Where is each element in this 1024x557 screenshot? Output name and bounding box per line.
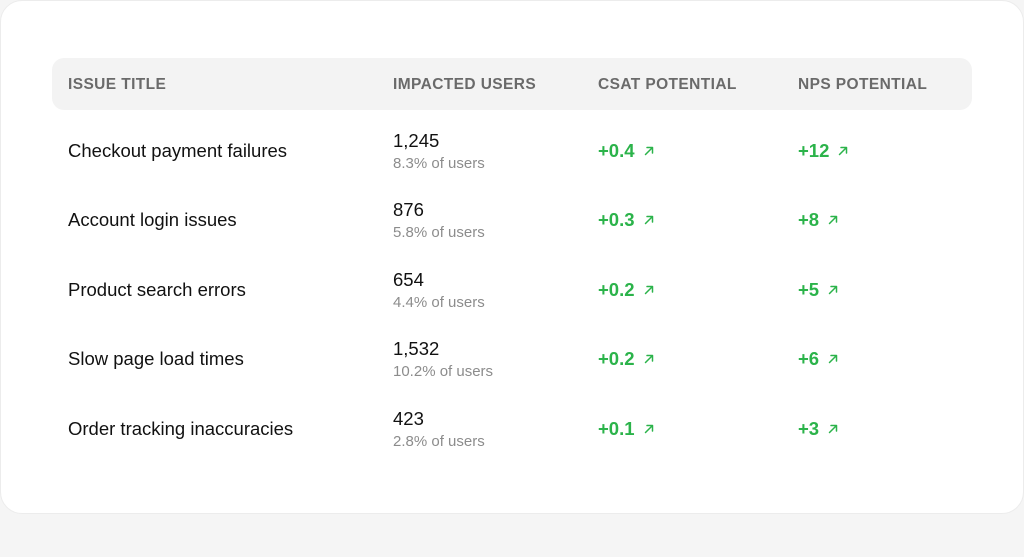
impacted-users-percent: 5.8% of users	[393, 224, 485, 242]
arrow-up-right-icon	[644, 354, 653, 364]
nps-potential-value: +8	[798, 209, 820, 231]
impacted-users-percent: 10.2% of users	[393, 363, 494, 381]
csat-potential-cell: +0.4	[598, 140, 655, 162]
column-header-impacted-users[interactable]: IMPACTED USERS	[393, 76, 537, 93]
impacted-users-cell: 876 5.8% of users	[393, 199, 485, 243]
arrow-up-right-icon	[644, 285, 653, 295]
impacted-users-count: 423	[393, 407, 424, 429]
csat-potential-cell: +0.3	[598, 209, 655, 231]
impacted-users-cell: 654 4.4% of users	[393, 269, 485, 313]
issue-title: Order tracking inaccuracies	[68, 417, 294, 439]
nps-potential-cell: +8	[798, 209, 839, 231]
csat-potential-value: +0.2	[598, 278, 635, 300]
nps-potential-cell: +6	[798, 348, 839, 370]
nps-potential-cell: +12	[798, 140, 849, 162]
csat-potential-cell: +0.1	[598, 418, 655, 440]
table-row[interactable]: Slow page load times 1,532 10.2% of user…	[52, 326, 972, 395]
arrow-up-right-icon	[644, 146, 653, 156]
impacted-users-cell: 423 2.8% of users	[393, 408, 485, 452]
nps-potential-cell: +5	[798, 279, 839, 301]
arrow-up-right-icon	[828, 424, 838, 433]
arrow-up-right-icon	[828, 216, 838, 225]
csat-potential-value: +0.1	[598, 417, 635, 439]
table-row[interactable]: Account login issues 876 5.8% of users +…	[52, 187, 972, 256]
impacted-users-percent: 8.3% of users	[393, 155, 485, 172]
issues-card: ISSUE TITLE IMPACTED USERS CSAT POTENTIA…	[0, 0, 1024, 514]
csat-potential-cell: +0.2	[598, 348, 655, 370]
issue-title: Checkout payment failures	[68, 140, 288, 161]
impacted-users-count: 876	[393, 199, 424, 221]
impacted-users-percent: 4.4% of users	[393, 293, 485, 311]
nps-potential-cell: +3	[798, 418, 839, 440]
issue-title: Account login issues	[68, 209, 237, 231]
table-row[interactable]: Order tracking inaccuracies 423 2.8% of …	[52, 396, 972, 465]
arrow-up-right-icon	[644, 216, 653, 225]
impacted-users-count: 654	[393, 268, 424, 290]
nps-potential-value: +6	[798, 348, 820, 370]
csat-potential-value: +0.4	[598, 140, 635, 161]
issue-title: Product search errors	[68, 278, 246, 300]
table-body: Checkout payment failures 1,245 8.3% of …	[52, 118, 972, 465]
nps-potential-value: +5	[798, 278, 820, 300]
arrow-up-right-icon	[828, 354, 838, 364]
column-header-csat-potential[interactable]: CSAT POTENTIAL	[598, 76, 737, 93]
impacted-users-percent: 2.8% of users	[393, 432, 485, 450]
csat-potential-value: +0.2	[598, 348, 635, 370]
impacted-users-count: 1,245	[393, 130, 440, 151]
arrow-up-right-icon	[828, 285, 838, 295]
column-header-nps-potential[interactable]: NPS POTENTIAL	[798, 76, 928, 93]
issue-title: Slow page load times	[68, 348, 244, 370]
impacted-users-cell: 1,532 10.2% of users	[393, 338, 493, 382]
nps-potential-value: +3	[798, 417, 820, 439]
csat-potential-cell: +0.2	[598, 279, 655, 301]
nps-potential-value: +12	[798, 140, 830, 161]
impacted-users-cell: 1,245 8.3% of users	[393, 130, 485, 174]
impacted-users-count: 1,532	[393, 338, 440, 360]
table-header: ISSUE TITLE IMPACTED USERS CSAT POTENTIA…	[52, 58, 972, 110]
csat-potential-value: +0.3	[598, 209, 635, 231]
table-row[interactable]: Product search errors 654 4.4% of users …	[52, 257, 972, 326]
table-row[interactable]: Checkout payment failures 1,245 8.3% of …	[52, 118, 972, 187]
arrow-up-right-icon	[644, 424, 653, 433]
column-header-issue-title[interactable]: ISSUE TITLE	[68, 76, 167, 93]
arrow-up-right-icon	[839, 146, 848, 156]
